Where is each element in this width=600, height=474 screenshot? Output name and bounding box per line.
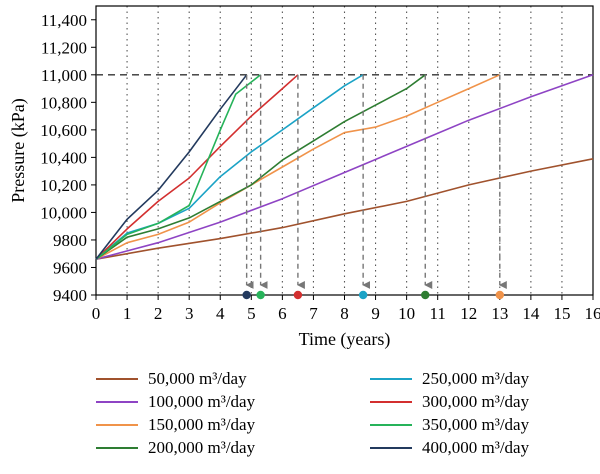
legend-item: 400,000 m³/day [370, 437, 529, 459]
legend-item: 100,000 m³/day [96, 391, 255, 413]
legend: 50,000 m³/day 100,000 m³/day 150,000 m³/da… [0, 360, 600, 474]
y-axis-label: Pressure (kPa) [8, 98, 29, 202]
legend-swatch [370, 424, 412, 426]
legend-item: 50,000 m³/day [96, 368, 247, 390]
legend-swatch [96, 378, 138, 380]
legend-label: 250,000 m³/day [422, 369, 530, 388]
pressure-chart: 0 1 2 3 4 5 6 7 8 9 10 11 12 13 14 15 1694009600980010,0… [8, 5, 600, 350]
legend-item: 350,000 m³/day [370, 414, 529, 436]
x-tick-label: 7 [309, 304, 318, 323]
y-tick-label: 11,400 [41, 11, 87, 30]
x-tick-label: 2 [154, 304, 163, 323]
series-line [95, 74, 262, 260]
y-tick-label: 10,400 [40, 148, 87, 167]
x-tick-label: 6 [278, 304, 287, 323]
threshold-marker [242, 290, 251, 300]
x-tick-label: 8 [340, 304, 349, 323]
threshold-marker [256, 290, 265, 300]
legend-item: 300,000 m³/day [370, 391, 529, 413]
threshold-marker [358, 290, 368, 300]
x-tick-label: 4 [216, 304, 225, 323]
x-tick-label: 14 [522, 304, 540, 323]
series-line [95, 158, 594, 260]
legend-item: 150,000 m³/day [96, 414, 255, 436]
legend-label: 200,000 m³/day [148, 438, 256, 457]
legend-swatch [96, 447, 138, 449]
legend-label: 50,000 m³/day [148, 369, 247, 388]
y-tick-label: 10,200 [40, 176, 87, 195]
y-tick-label: 9400 [53, 286, 87, 305]
x-tick-label: 10 [398, 304, 415, 323]
legend-swatch [370, 401, 412, 403]
series-line [95, 74, 594, 260]
threshold-marker [495, 290, 505, 300]
legend-label: 150,000 m³/day [148, 415, 256, 434]
legend-label: 300,000 m³/day [422, 392, 530, 411]
x-tick-label: 3 [185, 304, 194, 323]
legend-label: 400,000 m³/day [422, 438, 530, 457]
legend-label: 350,000 m³/day [422, 415, 530, 434]
y-tick-label: 9800 [53, 231, 87, 250]
y-tick-label: 11,200 [41, 38, 87, 57]
x-axis-label: Time (years) [299, 329, 391, 350]
x-tick-label: 0 [92, 304, 101, 323]
x-tick-label: 16 [585, 304, 600, 323]
y-tick-label: 11,000 [41, 66, 87, 85]
series-line [95, 74, 299, 260]
x-tick-label: 1 [123, 304, 132, 323]
legend-item: 250,000 m³/day [370, 368, 529, 390]
series-line [95, 74, 426, 260]
legend-label: 100,000 m³/day [148, 392, 256, 411]
threshold-marker [421, 290, 430, 300]
legend-swatch [96, 401, 138, 403]
x-tick-label: 13 [491, 304, 508, 323]
threshold-marker [293, 290, 303, 300]
legend-swatch [370, 378, 412, 380]
x-tick-label: 5 [247, 304, 256, 323]
x-tick-label: 12 [460, 304, 477, 323]
y-tick-label: 9600 [53, 258, 87, 277]
legend-swatch [370, 447, 412, 449]
x-tick-label: 11 [430, 304, 446, 323]
legend-swatch [96, 424, 138, 426]
series-line [95, 74, 248, 260]
x-tick-label: 9 [371, 304, 380, 323]
y-tick-label: 10,800 [40, 93, 87, 112]
legend-item: 200,000 m³/day [96, 437, 255, 459]
y-tick-label: 10,600 [40, 121, 87, 140]
y-tick-label: 10,000 [40, 203, 87, 222]
x-tick-label: 15 [553, 304, 570, 323]
